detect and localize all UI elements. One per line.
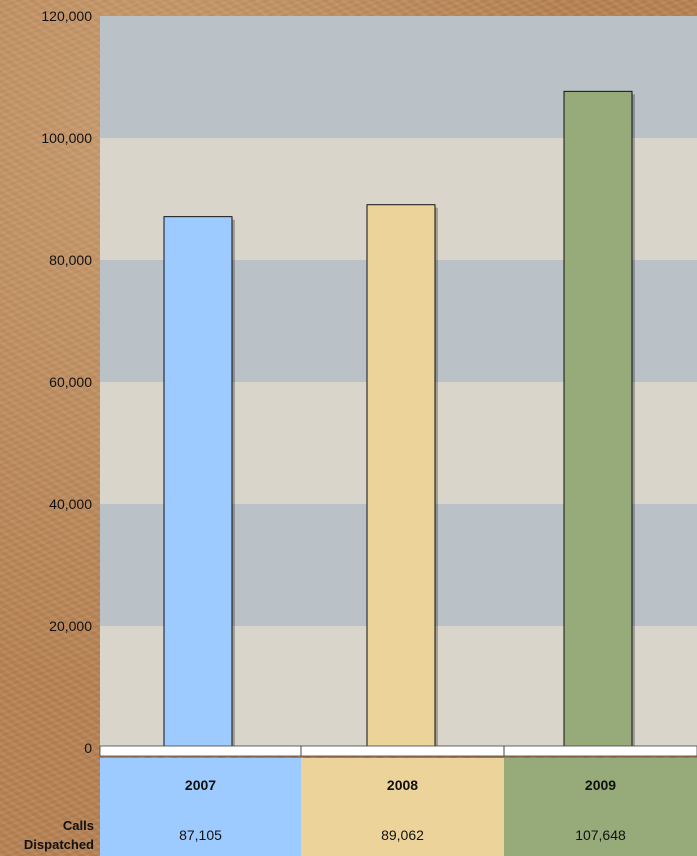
table-column-2007 (100, 758, 301, 856)
table-column-2009 (504, 758, 697, 856)
data-table: 2007 87,105 2008 89,062 2009 107,648 Calls Disp… (24, 745, 697, 856)
row-label-line2: Dispatched (24, 837, 94, 852)
bars (163, 90, 635, 749)
value-label: 89,062 (381, 827, 424, 843)
y-tick-label: 0 (84, 740, 92, 756)
bar-2008 (366, 204, 436, 749)
bar-2009 (563, 90, 633, 749)
y-tick-label: 120,000 (41, 8, 92, 24)
category-label: 2009 (585, 777, 616, 793)
y-axis-ticks: 0 20,000 40,000 60,000 80,000 100,000 120,000 (41, 8, 92, 756)
y-tick-label: 40,000 (49, 496, 92, 512)
y-tick-label: 20,000 (49, 618, 92, 634)
y-tick-label: 100,000 (41, 130, 92, 146)
y-tick-label: 80,000 (49, 252, 92, 268)
bar-2007 (163, 216, 233, 749)
value-label: 107,648 (575, 827, 626, 843)
category-label: 2008 (387, 777, 418, 793)
table-column-2008 (301, 758, 504, 856)
row-label-line1: Calls (63, 818, 94, 833)
x-axis-baseline (99, 745, 697, 757)
category-label: 2007 (185, 777, 216, 793)
y-tick-label: 60,000 (49, 374, 92, 390)
value-label: 87,105 (179, 827, 222, 843)
